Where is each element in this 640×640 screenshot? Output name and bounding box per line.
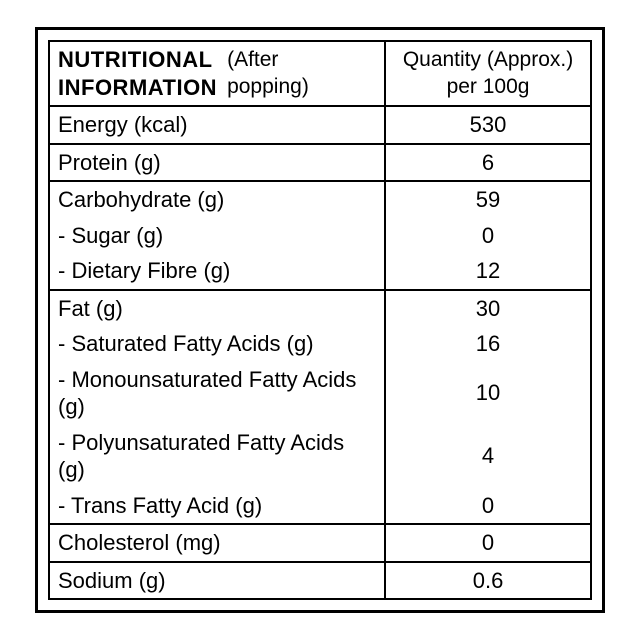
table-row: - Sugar (g) 0: [49, 218, 591, 254]
row-value: 4: [385, 425, 591, 488]
nutrition-table: NUTRITIONAL INFORMATION (After popping) …: [48, 40, 592, 600]
table-row: - Monounsaturated Fatty Acids (g) 10: [49, 362, 591, 425]
header-right-cell: Quantity (Approx.) per 100g: [385, 41, 591, 106]
row-value: 0.6: [385, 562, 591, 600]
header-sub-line1: (After: [227, 47, 309, 73]
table-row: Protein (g) 6: [49, 144, 591, 182]
row-value: 12: [385, 253, 591, 290]
header-title-line1: NUTRITIONAL: [58, 46, 217, 74]
row-label: - Dietary Fibre (g): [49, 253, 385, 290]
row-label: Fat (g): [49, 290, 385, 327]
row-value: 530: [385, 106, 591, 144]
table-row: - Trans Fatty Acid (g) 0: [49, 488, 591, 525]
row-value: 10: [385, 362, 591, 425]
header-right-line1: Quantity (Approx.): [394, 47, 582, 73]
row-label: - Monounsaturated Fatty Acids (g): [49, 362, 385, 425]
row-value: 30: [385, 290, 591, 327]
row-label: Protein (g): [49, 144, 385, 182]
row-value: 59: [385, 181, 591, 218]
row-value: 6: [385, 144, 591, 182]
row-label: - Polyunsaturated Fatty Acids (g): [49, 425, 385, 488]
row-label: - Trans Fatty Acid (g): [49, 488, 385, 525]
table-header: NUTRITIONAL INFORMATION (After popping) …: [49, 41, 591, 106]
row-label: Energy (kcal): [49, 106, 385, 144]
table-row: Sodium (g) 0.6: [49, 562, 591, 600]
row-value: 16: [385, 326, 591, 362]
table-row: Fat (g) 30: [49, 290, 591, 327]
row-label: - Saturated Fatty Acids (g): [49, 326, 385, 362]
table-row: Carbohydrate (g) 59: [49, 181, 591, 218]
row-label: - Sugar (g): [49, 218, 385, 254]
header-title-line2: INFORMATION: [58, 74, 217, 102]
row-value: 0: [385, 218, 591, 254]
header-right-line2: per 100g: [394, 74, 582, 100]
table-row: Cholesterol (mg) 0: [49, 524, 591, 562]
row-label: Cholesterol (mg): [49, 524, 385, 562]
nutrition-table-frame: NUTRITIONAL INFORMATION (After popping) …: [35, 27, 605, 613]
table-row: - Saturated Fatty Acids (g) 16: [49, 326, 591, 362]
header-left-cell: NUTRITIONAL INFORMATION (After popping): [49, 41, 385, 106]
row-label: Sodium (g): [49, 562, 385, 600]
row-label: Carbohydrate (g): [49, 181, 385, 218]
row-value: 0: [385, 488, 591, 525]
table-row: Energy (kcal) 530: [49, 106, 591, 144]
header-sub-line2: popping): [227, 74, 309, 100]
table-row: - Dietary Fibre (g) 12: [49, 253, 591, 290]
row-value: 0: [385, 524, 591, 562]
table-row: - Polyunsaturated Fatty Acids (g) 4: [49, 425, 591, 488]
